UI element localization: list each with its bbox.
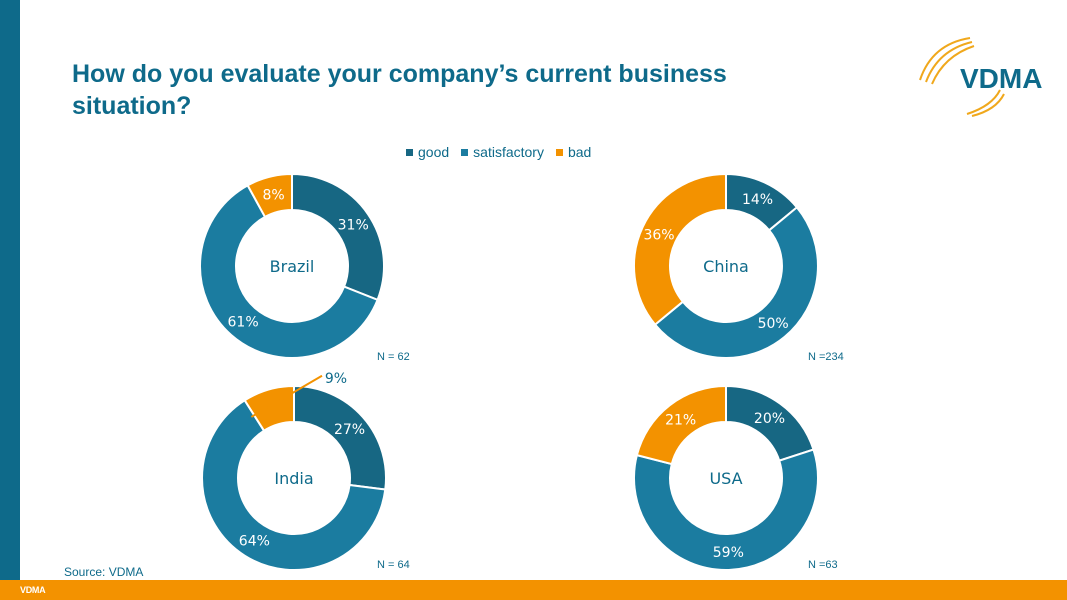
sample-size-usa: N =63	[808, 559, 838, 571]
footer-logo-text: VDMA	[20, 585, 46, 595]
data-label-brazil-bad: 8%	[262, 187, 284, 203]
left-accent-bar	[0, 0, 20, 580]
logo-text: VDMA	[960, 63, 1042, 94]
vdma-logo: VDMA	[919, 37, 1042, 117]
chart-center-label-india: India	[274, 469, 313, 488]
legend-label-bad: bad	[567, 144, 592, 160]
sample-size-brazil: N = 62	[377, 351, 410, 363]
chart-legend: good satisfactory bad	[406, 143, 591, 161]
donut-chart-usa: 20% 59% 21% USA N =63	[633, 384, 838, 571]
slice-brazil-satisfactory	[199, 184, 379, 360]
slice-india-bad	[243, 384, 295, 433]
slice-usa-satisfactory	[633, 448, 819, 571]
slice-china-satisfactory	[653, 205, 819, 359]
chart-center-label-brazil: Brazil	[270, 257, 315, 276]
page-title: How do you evaluate your company’s curre…	[72, 60, 727, 120]
slice-india-satisfactory	[201, 398, 387, 571]
data-label-china-bad: 36%	[643, 227, 674, 243]
data-label-india-bad: 9%	[325, 371, 347, 387]
logo-swoosh-icon	[919, 37, 1005, 117]
legend-swatch-satisfactory	[461, 148, 469, 156]
data-label-china-satisfactory: 50%	[758, 316, 789, 332]
legend-swatch-good	[406, 148, 413, 156]
slice-usa-bad	[635, 384, 727, 466]
bottom-accent-bar	[0, 580, 1067, 600]
data-label-usa-bad: 21%	[665, 413, 696, 429]
legend-item-satisfactory: satisfactory	[461, 143, 544, 161]
data-label-india-good: 27%	[334, 422, 365, 438]
chart-center-label-china: China	[703, 257, 749, 276]
slice-brazil-good	[291, 172, 385, 302]
donut-chart-brazil: 31% 61% 8% Brazil N = 62	[199, 172, 410, 363]
slice-brazil-bad	[246, 172, 293, 219]
data-label-brazil-satisfactory: 61%	[228, 315, 259, 331]
leader-line-india	[250, 374, 323, 418]
data-label-india-satisfactory: 64%	[239, 533, 270, 549]
data-label-brazil-good: 31%	[338, 217, 369, 233]
source-note: Source: VDMA	[64, 565, 144, 579]
legend-label-satisfactory: satisfactory	[473, 144, 544, 160]
legend-swatch-bad	[555, 148, 563, 156]
data-label-usa-satisfactory: 59%	[713, 545, 744, 561]
chart-center-label-usa: USA	[709, 469, 742, 488]
legend-item-good: good	[406, 143, 449, 161]
data-label-china-good: 14%	[742, 192, 773, 208]
legend-item-bad: bad	[555, 143, 592, 161]
sample-size-india: N = 64	[377, 559, 410, 571]
donut-chart-china: 14% 50% 36% China N =234	[633, 172, 844, 363]
sample-size-china: N =234	[808, 351, 844, 363]
data-label-usa-good: 20%	[754, 411, 785, 427]
donut-chart-india: 27% 64% 9% India N = 64	[201, 371, 410, 571]
legend-label-good: good	[418, 144, 450, 160]
slice-china-bad	[633, 172, 727, 327]
